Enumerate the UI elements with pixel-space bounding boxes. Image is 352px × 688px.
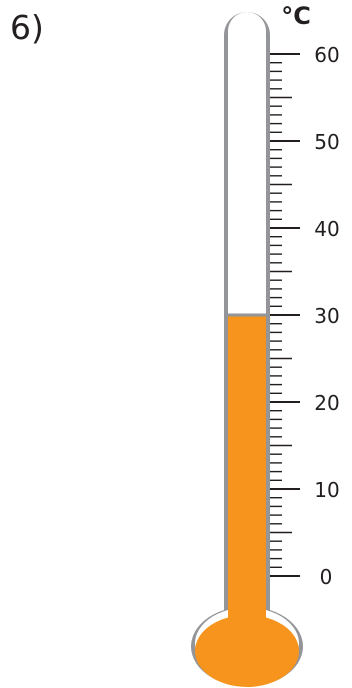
- tick-label: 20: [314, 391, 339, 415]
- question-number: 6): [10, 8, 44, 47]
- thermometer-liquid: [195, 313, 299, 687]
- tick-label: 30: [314, 304, 339, 328]
- liquid-column: [228, 315, 266, 620]
- tick-label: 0: [320, 565, 333, 589]
- liquid-bulb: [195, 615, 299, 687]
- tick-label: 40: [314, 217, 339, 241]
- scale-ticks: [270, 53, 300, 577]
- scale-labels: 0 10 20 30 40 50 60: [314, 43, 339, 589]
- tick-label: 60: [314, 43, 339, 67]
- tick-label: 10: [314, 478, 339, 502]
- unit-label: °C: [281, 2, 311, 30]
- tick-label: 50: [314, 130, 339, 154]
